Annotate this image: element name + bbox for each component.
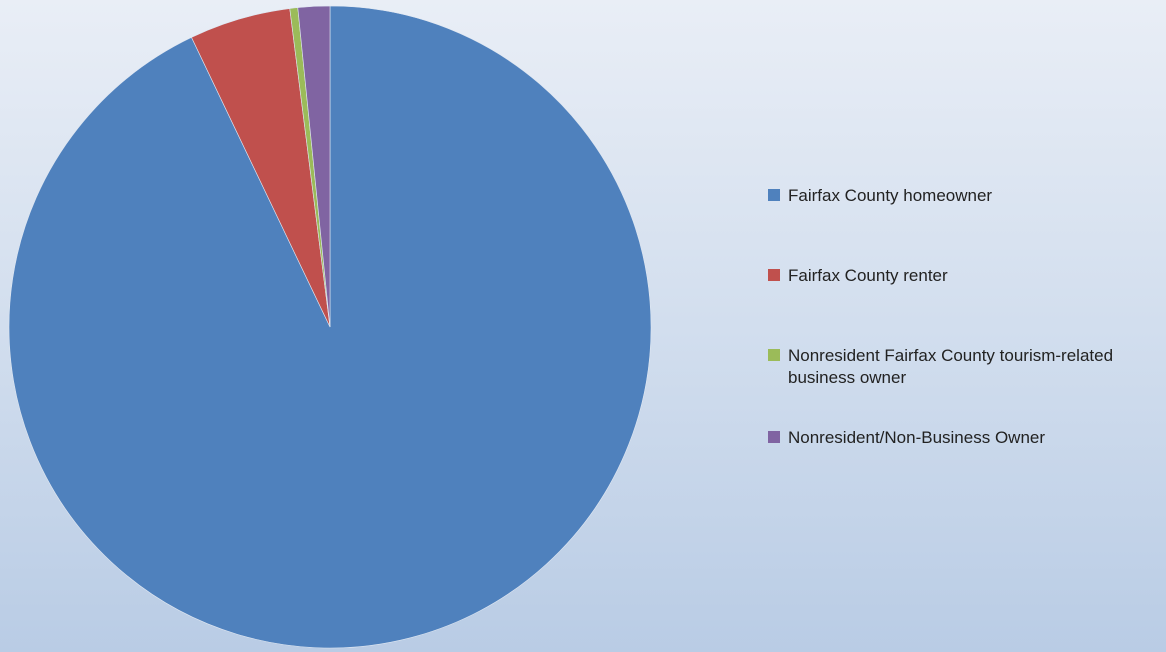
legend-swatch	[768, 349, 780, 361]
legend-item: Fairfax County homeowner	[768, 185, 1128, 207]
legend-item: Fairfax County renter	[768, 265, 1128, 287]
pie-slice	[297, 5, 331, 328]
legend-item: Nonresident Fairfax County tourism-relat…	[768, 345, 1128, 389]
legend-swatch	[768, 269, 780, 281]
legend-label: Nonresident Fairfax County tourism-relat…	[788, 346, 1114, 387]
legend-swatch	[768, 189, 780, 201]
legend-label: Fairfax County homeowner	[788, 186, 993, 205]
legend-swatch	[768, 431, 780, 443]
legend-label: Fairfax County renter	[788, 266, 948, 285]
legend-label: Nonresident/Non-Business Owner	[788, 428, 1046, 447]
legend-item: Nonresident/Non-Business Owner	[768, 427, 1128, 449]
